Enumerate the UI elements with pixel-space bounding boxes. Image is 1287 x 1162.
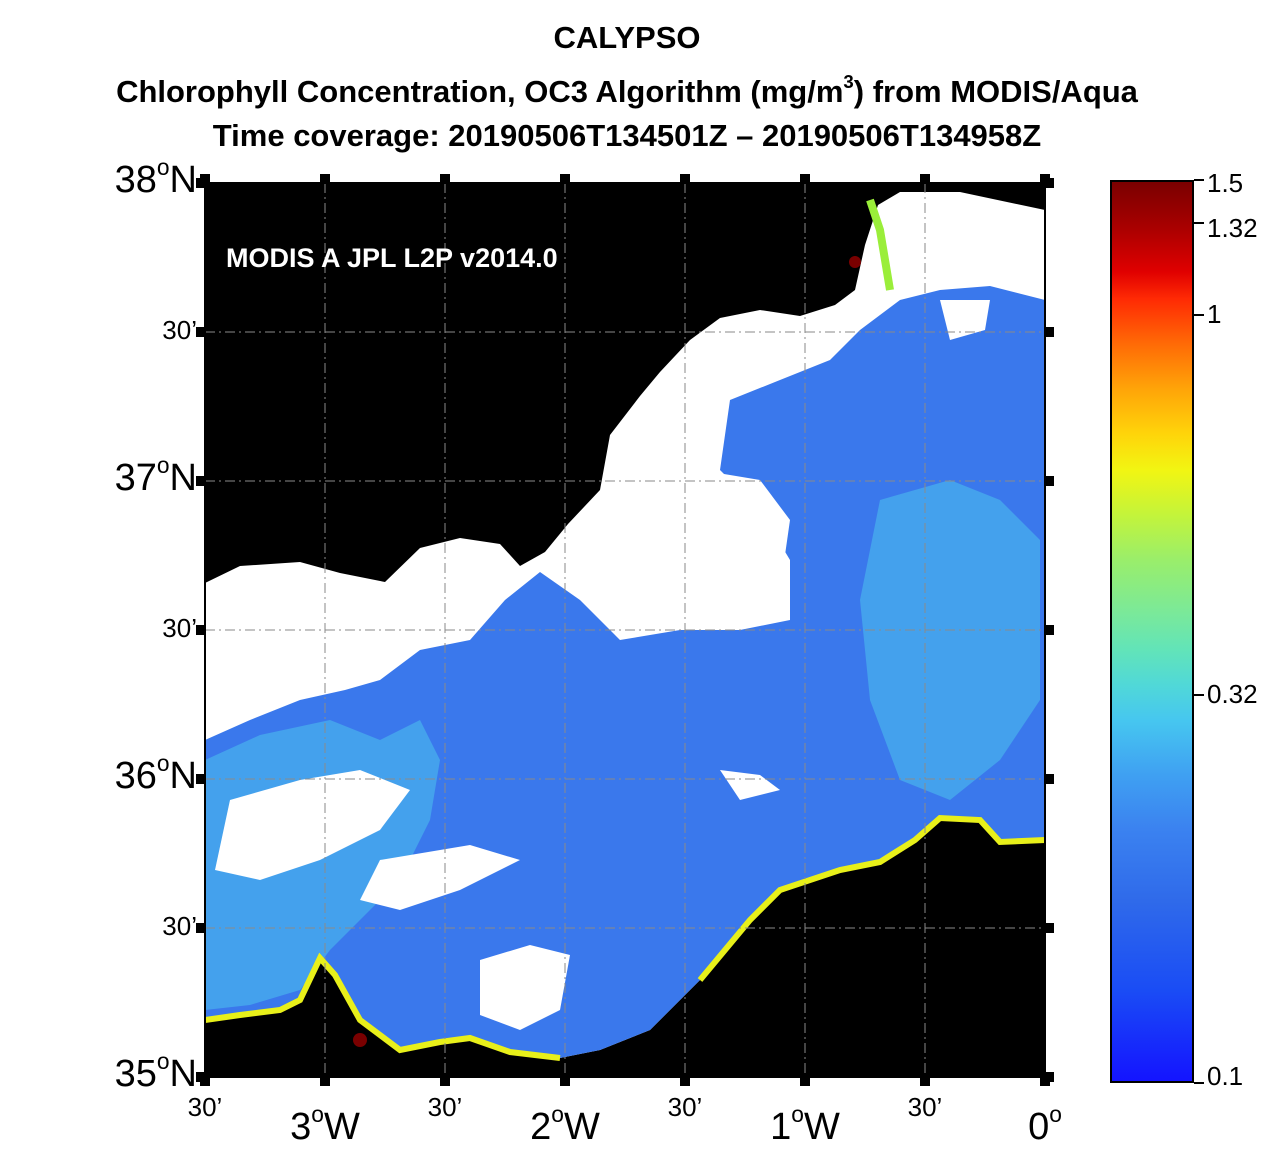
frame-tick (680, 1076, 690, 1086)
colorbar-tick (1194, 179, 1204, 181)
cloud-blob-2 (360, 845, 520, 910)
lon-label: 30’ (667, 1092, 703, 1122)
lon-label-suffix: W (803, 1106, 840, 1148)
lon-label-deg: 3 (290, 1106, 312, 1148)
lat-label: 37oN (114, 454, 197, 500)
frame-tick (1044, 625, 1054, 635)
lon-label-deg: 1 (770, 1106, 792, 1148)
lat-label-sup: o (156, 749, 170, 776)
inset-label: MODIS A JPL L2P v2014.0 (226, 243, 558, 273)
cloud-blob-3 (480, 945, 570, 1030)
lat-label-sup: o (156, 451, 170, 478)
lon-label-sup: o (1049, 1100, 1062, 1127)
lon-label-deg: 2 (530, 1106, 552, 1148)
frame-tick (1044, 327, 1054, 337)
title-variable-sup: 3 (843, 71, 854, 93)
lat-label: 30’ (162, 315, 197, 345)
frame-tick (196, 327, 206, 337)
frame-tick (920, 1076, 930, 1086)
lat-label-suffix: N (169, 457, 197, 499)
lon-label: 30’ (187, 1092, 223, 1122)
frame-tick (196, 476, 206, 486)
colorbar-tick (1194, 694, 1204, 697)
lat-label-deg: 35 (114, 1053, 157, 1095)
frame-tick (1044, 178, 1054, 188)
frame-tick (196, 625, 206, 635)
lon-label-suffix: W (563, 1106, 600, 1148)
lon-label: 2oW (530, 1103, 600, 1149)
lat-label: 30’ (162, 911, 197, 941)
frame-tick (1044, 923, 1054, 933)
lat-label-deg: 38 (114, 159, 157, 201)
cloud-blob-1 (215, 770, 410, 880)
lon-label-sup: o (311, 1100, 324, 1127)
frame-tick (196, 1072, 206, 1082)
frame-tick (196, 923, 206, 933)
frame-tick (440, 174, 450, 184)
frame-tick (320, 174, 330, 184)
coastal-fringe-east (697, 814, 1045, 982)
coastal-fringe-north (866, 198, 894, 291)
colorbar-tick-label: 1 (1207, 299, 1222, 330)
title-main: CALYPSO (553, 20, 701, 55)
colorbar (1110, 180, 1194, 1083)
title-variable: Chlorophyll Concentration, OC3 Algorithm… (0, 71, 1254, 110)
lon-label: 30’ (907, 1092, 943, 1122)
frame-tick (1044, 774, 1054, 784)
cyan-patch-east (860, 480, 1040, 800)
lon-label: 1oW (770, 1103, 840, 1149)
lat-label: 36oN (114, 752, 197, 798)
frame-tick (560, 174, 570, 184)
colorbar-tick (1194, 314, 1204, 317)
lat-label: 30’ (162, 613, 197, 643)
frame-tick (800, 1076, 810, 1086)
lat-label: 38oN (114, 156, 197, 202)
frame-tick (196, 178, 206, 188)
frame-tick (320, 1076, 330, 1086)
frame-tick (800, 174, 810, 184)
cloud-blob-6 (720, 770, 780, 800)
cloud-blob-4 (700, 470, 790, 600)
lat-label-suffix: N (169, 1053, 197, 1095)
frame-tick (196, 774, 206, 784)
title-time-coverage: Time coverage: 20190506T134501Z – 201905… (212, 118, 1042, 153)
lon-label-deg: 0 (1028, 1106, 1050, 1148)
title-variable-suffix: ) from MODIS/Aqua (853, 74, 1138, 109)
islet-north (849, 256, 861, 268)
islet (353, 1033, 367, 1047)
lat-label-suffix: N (169, 159, 197, 201)
frame-tick (680, 174, 690, 184)
colorbar-tick-label: 1.5 (1207, 168, 1244, 198)
lat-label-deg: 36 (114, 755, 157, 797)
colorbar-tick-label: 0.1 (1207, 1061, 1244, 1091)
graticule (205, 183, 1045, 1077)
lon-label: 0o (1028, 1103, 1062, 1149)
lon-label: 30’ (427, 1092, 463, 1122)
lat-label: 35oN (114, 1050, 197, 1096)
frame-tick (1044, 476, 1054, 486)
lat-label-suffix: N (169, 755, 197, 797)
lat-label-sup: o (156, 1047, 170, 1074)
lon-label-sup: o (551, 1100, 564, 1127)
lat-label-sup: o (156, 153, 170, 180)
frame-tick (920, 174, 930, 184)
colorbar-tick (1194, 221, 1204, 224)
frame-tick (560, 1076, 570, 1086)
lat-label-deg: 37 (114, 457, 157, 499)
frame-tick (440, 1076, 450, 1086)
coastal-fringe-west (205, 952, 561, 1061)
colorbar-tick-label: 1.32 (1207, 212, 1258, 243)
colorbar-tick-label: 0.32 (1207, 679, 1258, 710)
cloud-blob-5 (940, 300, 990, 340)
title-variable-prefix: Chlorophyll Concentration, OC3 Algorithm… (116, 74, 844, 109)
frame-ticks (196, 174, 1054, 1086)
lon-label-suffix: W (323, 1106, 360, 1148)
lon-label-sup: o (791, 1100, 804, 1127)
frame-tick (1044, 1072, 1054, 1082)
colorbar-tick (1194, 1082, 1204, 1084)
lon-label: 3oW (290, 1103, 360, 1149)
